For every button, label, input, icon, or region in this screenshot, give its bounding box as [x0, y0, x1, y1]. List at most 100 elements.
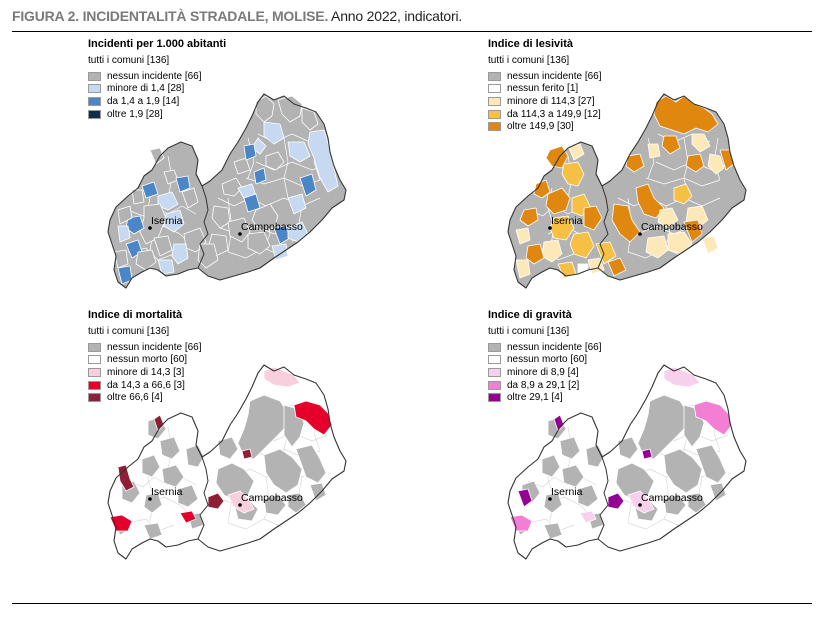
legend-item: minore di 14,3 [3] — [88, 366, 202, 379]
province-border — [195, 444, 209, 540]
municipality-region — [271, 243, 289, 261]
municipality-region — [637, 394, 689, 460]
municipality-region — [543, 522, 563, 540]
municipality-region — [561, 464, 585, 488]
municipality-region — [559, 436, 581, 460]
municipality-region — [153, 235, 173, 257]
municipality-region — [159, 436, 181, 460]
province-border — [595, 173, 609, 269]
municipality-region — [577, 484, 599, 508]
city-dot-campobasso — [638, 503, 642, 507]
legend-label: minore di 8,9 [4] — [507, 366, 579, 378]
municipality-region — [625, 153, 645, 173]
municipality-region — [301, 107, 319, 131]
legend-label: nessun incidente [66] — [107, 341, 202, 353]
legend-label: nessun incidente [66] — [507, 70, 602, 82]
city-label-campobasso: Campobasso — [241, 221, 303, 233]
city-dot-isernia — [548, 497, 552, 501]
city-dot-campobasso — [638, 232, 642, 236]
figure-subtitle: Anno 2022, indicatori. — [328, 8, 463, 24]
legend-item: nessun incidente [66] — [488, 70, 602, 83]
municipality-region — [153, 414, 165, 432]
panel-subtitle: tutti i comuni [136] — [488, 55, 570, 66]
municipality-region — [561, 161, 585, 187]
legend-label: nessun incidente [66] — [507, 341, 602, 353]
city-label-isernia: Isernia — [151, 486, 183, 498]
municipality-region — [673, 183, 693, 205]
municipality-region — [139, 203, 167, 245]
municipality-region — [709, 482, 727, 502]
panel-title: Incidenti per 1.000 abitanti — [88, 38, 227, 50]
municipality-region — [287, 141, 311, 163]
city-dot-isernia — [548, 226, 552, 230]
legend-swatch — [88, 367, 101, 377]
municipality-region — [657, 207, 679, 229]
municipality-region — [233, 157, 251, 175]
legend-label: da 114,3 a 149,9 [12] — [507, 108, 601, 120]
municipality-region — [135, 249, 157, 271]
city-dot-isernia — [148, 497, 152, 501]
municipality-region — [141, 454, 161, 478]
legend: nessun incidente [66] nessun ferito [1] mi… — [488, 70, 602, 133]
municipality-region — [117, 464, 135, 492]
municipality-region — [211, 205, 231, 229]
municipality-region — [295, 444, 327, 484]
municipality-region — [263, 366, 301, 388]
municipality-region — [157, 259, 175, 275]
municipality-region — [293, 400, 333, 436]
municipality-region — [161, 464, 185, 488]
map-mortalita: Isernia Campobasso — [107, 364, 347, 560]
map-incidenti: Isernia Campobasso — [107, 93, 347, 289]
municipality-region — [607, 257, 627, 277]
municipality-region — [265, 151, 285, 171]
municipality-region — [545, 187, 571, 215]
legend-swatch — [488, 96, 501, 106]
municipality-region — [645, 235, 669, 259]
municipality-region — [687, 492, 707, 514]
municipality-region — [701, 235, 719, 255]
municipality-region — [691, 133, 711, 153]
panel-subtitle: tutti i comuni [136] — [488, 326, 570, 337]
municipality-region — [253, 167, 267, 185]
municipality-region — [117, 265, 133, 285]
city-label-campobasso: Campobasso — [641, 221, 703, 233]
legend-item: da 14,3 a 66,6 [3] — [88, 379, 202, 392]
city-label-isernia: Isernia — [551, 486, 583, 498]
legend-label: minore di 14,3 [3] — [107, 366, 185, 378]
province-border — [595, 444, 609, 540]
municipality-region — [287, 193, 307, 215]
panel-lesivita: Isernia Campobasso Indice di lesività tut… — [488, 38, 818, 308]
legend-item: nessun incidente [66] — [88, 70, 202, 83]
legend: nessun incidente [66] nessun morto [60] mi… — [488, 341, 602, 404]
legend-swatch — [488, 355, 501, 365]
municipality-region — [569, 231, 595, 259]
legend-label: da 1,4 a 1,9 [14] — [107, 95, 180, 107]
municipality-region — [221, 177, 243, 197]
municipality-region — [141, 181, 159, 199]
municipality-region — [171, 243, 189, 265]
legend-item: da 1,4 a 1,9 [14] — [88, 95, 202, 108]
bottom-rule — [12, 603, 812, 604]
municipality-region — [553, 414, 565, 432]
legend-swatch — [88, 380, 101, 390]
legend-swatch — [488, 380, 501, 390]
municipality-region — [241, 448, 253, 460]
municipality-region — [177, 484, 199, 508]
region-outline — [507, 364, 747, 560]
municipality-region — [663, 366, 701, 388]
legend-swatch — [488, 109, 501, 119]
legend-item: nessun incidente [66] — [88, 341, 202, 354]
legend-swatch — [88, 96, 101, 106]
municipality-region — [611, 203, 641, 243]
legend-swatch — [488, 84, 501, 94]
legend-swatch — [88, 84, 101, 94]
municipality-region — [515, 259, 531, 279]
legend-swatch — [88, 393, 101, 403]
municipality-region — [263, 121, 285, 145]
municipality-region — [117, 205, 133, 225]
municipality-region — [653, 95, 719, 135]
municipality-region — [693, 400, 733, 436]
city-label-campobasso: Campobasso — [641, 492, 703, 504]
municipality-region — [299, 173, 317, 197]
municipality-region — [533, 179, 551, 199]
